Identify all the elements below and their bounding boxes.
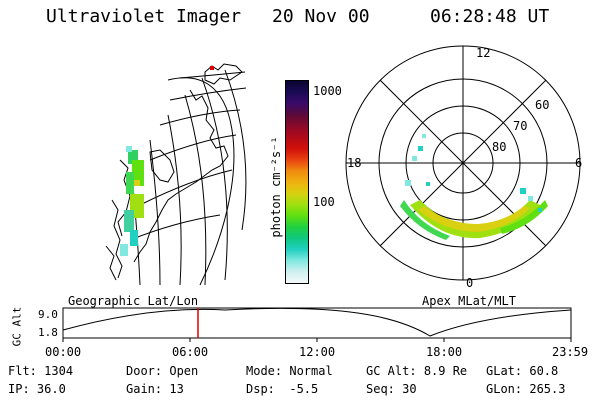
mlat-label-60: 60 (535, 98, 550, 112)
mlt-label-0: 0 (466, 276, 474, 290)
gain-readout: Gain: 13 (126, 382, 184, 396)
timeline-ytick-9: 9.0 (38, 308, 58, 321)
flt-readout: Flt: 1304 (8, 364, 74, 378)
gcalt-readout: GC Alt: 8.9 Re (366, 364, 468, 378)
door-readout: Door: Open (126, 364, 199, 378)
timeline-xtick-1800: 18:00 (426, 345, 463, 359)
timeline-xtick-0000: 00:00 (45, 345, 82, 359)
glon-readout: GLon: 265.3 (486, 382, 566, 396)
timeline-xtick-1200: 12:00 (299, 345, 336, 359)
dsp-readout: Dsp: -5.5 (246, 382, 319, 396)
timeline-ytick-1-8: 1.8 (38, 326, 58, 339)
timeline-right-title: Apex MLat/MLT (422, 294, 516, 308)
mlat-label-70: 70 (513, 119, 528, 133)
colorbar-tick-100: 100 (313, 195, 335, 209)
observation-date: 20 Nov 00 (272, 6, 370, 27)
map-emission (120, 146, 144, 256)
mlt-label-12: 12 (476, 46, 491, 60)
ip-readout: IP: 36.0 (8, 382, 66, 396)
timeline-xtick-0600: 06:00 (172, 345, 209, 359)
mlt-label-6: 6 (575, 156, 583, 170)
timeline-left-title: Geographic Lat/Lon (68, 294, 199, 308)
glat-readout: GLat: 60.8 (486, 364, 559, 378)
mode-readout: Mode: Normal (246, 364, 333, 378)
seq-readout: Seq: 30 (366, 382, 417, 396)
observation-time: 06:28:48 UT (430, 6, 550, 27)
colorbar (285, 80, 309, 284)
instrument-title: Ultraviolet Imager (46, 6, 242, 27)
position-marker (210, 66, 214, 70)
mlat-label-80: 80 (492, 140, 507, 154)
colorbar-tick-1000: 1000 (313, 84, 342, 98)
mlt-label-18: 18 (347, 156, 362, 170)
timeline-xtick-2359: 23:59 (552, 345, 589, 359)
polar-emission (400, 134, 548, 240)
